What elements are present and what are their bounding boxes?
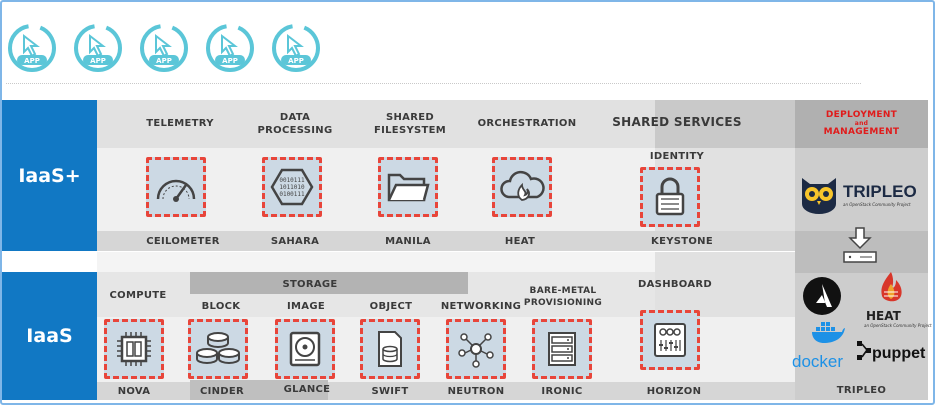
cinder-tile	[188, 319, 248, 379]
heat-tile	[492, 157, 552, 217]
app-label: APP	[24, 57, 40, 65]
service-nova: NOVA	[117, 386, 151, 397]
service-horizon: HORIZON	[646, 386, 702, 397]
shared-services-header-band	[655, 100, 795, 148]
service-cinder: CINDER	[199, 386, 245, 397]
separator-dotted-line	[6, 83, 861, 84]
header-compute: COMPUTE	[109, 290, 167, 301]
data-hexagon-icon: 0010111 1011010 0100111	[270, 168, 314, 206]
header-block: BLOCK	[201, 301, 241, 312]
deployment-title-line1: DEPLOYMENT	[825, 110, 898, 120]
svg-text:1011010: 1011010	[279, 184, 305, 191]
dashboard-panel-icon	[654, 323, 686, 357]
service-manila: MANILA	[385, 236, 431, 247]
service-heat: HEAT	[504, 236, 536, 247]
app-label: APP	[156, 57, 172, 65]
header-dashboard: DASHBOARD	[638, 279, 712, 290]
app-icon: APP	[272, 24, 320, 72]
storage-footer-band	[190, 380, 328, 400]
service-glance: GLANCE	[283, 384, 331, 395]
header-identity: IDENTITY	[649, 151, 705, 162]
sahara-tile: 0010111 1011010 0100111	[262, 157, 322, 217]
app-icon: APP	[8, 24, 56, 72]
block-disks-icon	[196, 332, 240, 364]
deployment-footer-tripleo: TRIPLEO	[836, 385, 887, 396]
neutron-tile	[446, 319, 506, 379]
tier-label-iaas: IaaS	[2, 272, 97, 400]
docker-logo-text: docker	[792, 352, 844, 371]
server-rack-icon	[548, 332, 576, 366]
ceilometer-tile	[146, 157, 206, 217]
header-object: OBJECT	[369, 301, 413, 312]
nova-tile	[104, 319, 164, 379]
horizon-tile	[640, 310, 700, 370]
app-icon: APP	[140, 24, 188, 72]
ansible-logo-icon	[803, 277, 841, 315]
keystone-tile	[640, 167, 700, 227]
dashboard-header-band	[655, 252, 795, 317]
cpu-chip-icon	[117, 332, 151, 366]
heat-flame-icon	[881, 272, 902, 302]
network-nodes-icon	[458, 333, 494, 368]
deployment-title: DEPLOYMENT and MANAGEMENT	[795, 110, 928, 137]
folder-icon	[387, 173, 430, 202]
service-sahara: SAHARA	[270, 236, 320, 247]
header-telemetry: TELEMETRY	[146, 118, 214, 129]
app-label: APP	[288, 57, 304, 65]
object-storage-icon	[378, 331, 402, 367]
iaas-plus-footer-band	[97, 231, 795, 251]
deployment-title-line2: and	[854, 120, 869, 127]
puppet-logo-icon	[857, 341, 871, 360]
service-swift: SWIFT	[371, 386, 409, 397]
tier-label-iaas-plus: IaaS+	[2, 100, 97, 251]
header-bare-metal: BARE-METAL PROVISIONING	[523, 286, 603, 308]
tripleo-owl-icon	[802, 178, 836, 214]
heat-logo-sub: an OpenStack Community Project	[864, 323, 932, 328]
service-neutron: NEUTRON	[447, 386, 505, 397]
service-ceilometer: CEILOMETER	[146, 236, 220, 247]
app-label: APP	[90, 57, 106, 65]
svg-text:0010111: 0010111	[279, 177, 305, 184]
service-keystone: KEYSTONE	[651, 236, 713, 247]
header-shared-filesystem: SHARED FILESYSTEM	[373, 112, 446, 136]
header-data-processing: DATA PROCESSING	[257, 112, 333, 136]
ironic-tile	[532, 319, 592, 379]
deployment-header-band	[795, 100, 928, 148]
header-networking: NETWORKING	[440, 301, 522, 312]
gauge-icon	[156, 179, 196, 202]
svg-text:0100111: 0100111	[279, 191, 305, 198]
header-image: IMAGE	[287, 301, 325, 312]
disk-image-icon	[289, 331, 321, 367]
storage-header-band	[190, 272, 468, 294]
cloud-flame-icon	[500, 170, 545, 201]
deploy-arrow-server-icon	[843, 227, 877, 263]
service-ironic: IRONIC	[541, 386, 583, 397]
app-icon: APP	[74, 24, 122, 72]
glance-tile	[275, 319, 335, 379]
puppet-logo-text: puppet	[872, 345, 926, 362]
header-shared-services: SHARED SERVICES	[612, 115, 742, 129]
docker-whale-icon	[812, 322, 845, 343]
swift-tile	[360, 319, 420, 379]
gap-band	[97, 252, 655, 272]
heat-logo-text: HEAT	[866, 309, 901, 323]
tripleo-logo-text: TRIPLEO	[843, 182, 917, 201]
tripleo-logo-sub: an OpenStack Community Project	[843, 202, 911, 207]
header-orchestration: ORCHESTRATION	[477, 118, 577, 129]
lock-icon	[655, 177, 685, 216]
deployment-title-line3: MANAGEMENT	[823, 127, 900, 137]
manila-tile	[378, 157, 438, 217]
header-storage: STORAGE	[282, 279, 338, 290]
app-label: APP	[222, 57, 238, 65]
app-icon: APP	[206, 24, 254, 72]
